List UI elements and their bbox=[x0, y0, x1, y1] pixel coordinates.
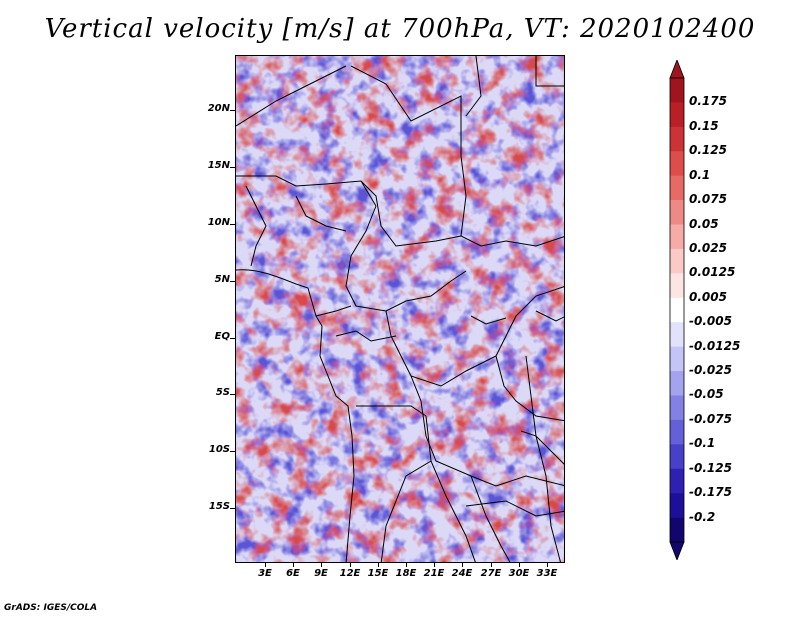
lon-tick-label: 33E bbox=[536, 568, 558, 579]
country-borders bbox=[236, 56, 564, 562]
colorbar-top-arrow bbox=[669, 60, 685, 79]
lon-tick bbox=[547, 563, 548, 567]
lon-tick-label: 27E bbox=[480, 568, 502, 579]
colorbar-level-label: -0.025 bbox=[689, 363, 732, 378]
lat-tick-label: EQ bbox=[214, 331, 230, 342]
colorbar-swatch bbox=[670, 371, 684, 396]
lat-tick bbox=[230, 224, 235, 225]
colorbar-swatch bbox=[670, 493, 684, 518]
velocity-field bbox=[236, 56, 564, 562]
colorbar-swatch bbox=[670, 78, 684, 103]
lat-tick-label: 10S bbox=[208, 444, 230, 455]
colorbar-level-label: 0.005 bbox=[689, 289, 727, 304]
lat-tick bbox=[230, 394, 235, 395]
lon-tick bbox=[293, 563, 294, 567]
lat-tick bbox=[230, 281, 235, 282]
colorbar-level-label: -0.075 bbox=[689, 411, 732, 426]
lon-tick-label: 3E bbox=[258, 568, 272, 579]
colorbar-swatch bbox=[670, 175, 684, 201]
chart-title: Vertical velocity [m/s] at 700hPa, VT: 2… bbox=[44, 14, 756, 44]
colorbar-swatch bbox=[670, 248, 684, 274]
colorbar-swatch bbox=[670, 102, 684, 128]
colorbar-level-label: 0.1 bbox=[689, 167, 711, 182]
colorbar-outline bbox=[669, 77, 685, 543]
lon-tick bbox=[406, 563, 407, 567]
colorbar-swatch bbox=[670, 322, 684, 347]
colorbar-level-label: 0.025 bbox=[689, 240, 727, 255]
lon-tick bbox=[378, 563, 379, 567]
lon-tick-label: 6E bbox=[286, 568, 300, 579]
lat-tick bbox=[230, 167, 235, 168]
lat-tick bbox=[230, 110, 235, 111]
colorbar-swatch bbox=[670, 224, 684, 250]
lon-tick-label: 24E bbox=[451, 568, 473, 579]
colorbar-level-label: -0.1 bbox=[689, 436, 716, 451]
lat-tick-label: 15S bbox=[208, 501, 230, 512]
lat-tick bbox=[230, 338, 235, 339]
colorbar-swatch bbox=[670, 200, 684, 225]
colorbar-level-label: 0.15 bbox=[689, 118, 719, 133]
colorbar-swatch bbox=[670, 419, 684, 445]
lon-tick bbox=[350, 563, 351, 567]
lon-tick-label: 12E bbox=[339, 568, 361, 579]
colorbar-swatch bbox=[670, 151, 684, 176]
colorbar-level-label: 0.075 bbox=[689, 192, 727, 207]
lat-tick bbox=[230, 451, 235, 452]
colorbar-level-label: -0.2 bbox=[689, 509, 716, 524]
colorbar-swatch bbox=[670, 126, 684, 152]
colorbar-swatch bbox=[670, 395, 684, 421]
colorbar-level-label: 0.175 bbox=[689, 94, 727, 109]
lon-tick-label: 18E bbox=[395, 568, 417, 579]
colorbar-swatch bbox=[670, 346, 684, 372]
lon-tick bbox=[491, 563, 492, 567]
colorbar-swatch bbox=[670, 468, 684, 494]
colorbar-swatch bbox=[670, 517, 684, 543]
lon-tick-label: 30E bbox=[508, 568, 530, 579]
lon-tick-label: 9E bbox=[314, 568, 328, 579]
lon-tick bbox=[462, 563, 463, 567]
colorbar-level-label: -0.0125 bbox=[689, 338, 741, 353]
lon-tick bbox=[321, 563, 322, 567]
lon-tick-label: 21E bbox=[423, 568, 445, 579]
colorbar-level-label: -0.125 bbox=[689, 460, 732, 475]
lat-tick-label: 15N bbox=[207, 160, 230, 171]
velocity-map bbox=[235, 55, 565, 563]
lat-tick-label: 5N bbox=[214, 274, 230, 285]
lat-tick-label: 5S bbox=[215, 387, 230, 398]
colorbar-swatch bbox=[670, 273, 684, 299]
lat-tick-label: 20N bbox=[207, 103, 230, 114]
colorbar-swatch bbox=[670, 297, 684, 323]
colorbar-level-label: 0.05 bbox=[689, 216, 719, 231]
lon-tick-label: 15E bbox=[367, 568, 389, 579]
colorbar-level-label: -0.175 bbox=[689, 485, 732, 500]
colorbar-bottom-arrow bbox=[669, 541, 685, 560]
colorbar-level-label: 0.125 bbox=[689, 143, 727, 158]
lon-tick bbox=[265, 563, 266, 567]
lat-tick bbox=[230, 508, 235, 509]
lon-tick bbox=[519, 563, 520, 567]
lon-tick bbox=[434, 563, 435, 567]
colorbar-swatch bbox=[670, 444, 684, 470]
footer-credit: GrADS: IGES/COLA bbox=[4, 603, 98, 613]
colorbar-level-label: -0.005 bbox=[689, 314, 732, 329]
lat-tick-label: 10N bbox=[207, 217, 230, 228]
colorbar-level-label: 0.0125 bbox=[689, 265, 736, 280]
colorbar bbox=[669, 60, 685, 560]
colorbar-level-label: -0.05 bbox=[689, 387, 724, 402]
